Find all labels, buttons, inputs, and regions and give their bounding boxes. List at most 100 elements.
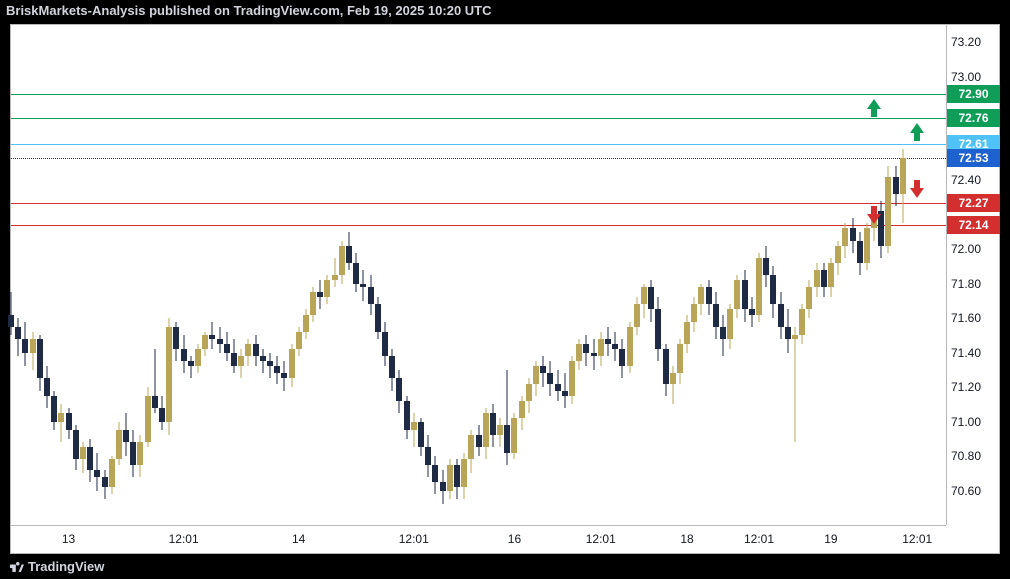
candlestick bbox=[519, 25, 525, 525]
candlestick bbox=[778, 25, 784, 525]
candlestick bbox=[648, 25, 654, 525]
candlestick bbox=[396, 25, 402, 525]
candlestick bbox=[375, 25, 381, 525]
y-tick-label: 71.20 bbox=[951, 380, 981, 394]
tradingview-attribution: TradingView bbox=[10, 559, 104, 574]
candlestick bbox=[8, 25, 14, 525]
candlestick bbox=[317, 25, 323, 525]
arrow-up-icon bbox=[910, 123, 924, 141]
candlestick bbox=[612, 25, 618, 525]
candlestick bbox=[274, 25, 280, 525]
candlestick bbox=[411, 25, 417, 525]
candlestick bbox=[188, 25, 194, 525]
y-tick-label: 71.00 bbox=[951, 415, 981, 429]
candlestick bbox=[476, 25, 482, 525]
candlestick bbox=[296, 25, 302, 525]
candlestick bbox=[490, 25, 496, 525]
candlestick bbox=[483, 25, 489, 525]
chart-header-text: BriskMarkets-Analysis published on Tradi… bbox=[6, 3, 492, 18]
candlestick bbox=[526, 25, 532, 525]
candlestick bbox=[51, 25, 57, 525]
candlestick bbox=[80, 25, 86, 525]
candlestick bbox=[44, 25, 50, 525]
candlestick bbox=[253, 25, 259, 525]
candlestick bbox=[130, 25, 136, 525]
x-axis[interactable]: 1312:011412:011612:011812:011912:01 bbox=[11, 525, 946, 554]
candlestick bbox=[447, 25, 453, 525]
candlestick bbox=[713, 25, 719, 525]
candlestick bbox=[109, 25, 115, 525]
x-tick-label: 12:01 bbox=[399, 532, 429, 546]
x-tick-label: 18 bbox=[680, 532, 693, 546]
candlestick bbox=[821, 25, 827, 525]
candlestick bbox=[231, 25, 237, 525]
candlestick bbox=[15, 25, 21, 525]
candlestick bbox=[73, 25, 79, 525]
candlestick bbox=[22, 25, 28, 525]
candlestick bbox=[605, 25, 611, 525]
x-tick-label: 16 bbox=[508, 532, 521, 546]
candlestick bbox=[641, 25, 647, 525]
candlestick bbox=[116, 25, 122, 525]
candlestick bbox=[857, 25, 863, 525]
candlestick bbox=[238, 25, 244, 525]
candlestick bbox=[152, 25, 158, 525]
candlestick bbox=[540, 25, 546, 525]
candlestick bbox=[404, 25, 410, 525]
chart-plot-area[interactable] bbox=[11, 25, 946, 525]
y-tick-label: 70.60 bbox=[951, 484, 981, 498]
candlestick bbox=[885, 25, 891, 525]
candlestick bbox=[368, 25, 374, 525]
candlestick bbox=[339, 25, 345, 525]
candlestick bbox=[627, 25, 633, 525]
y-axis[interactable]: 70.6070.8071.0071.2071.4071.6071.8072.00… bbox=[946, 25, 1000, 525]
price-badge: 72.27 bbox=[947, 194, 1000, 212]
candlestick bbox=[511, 25, 517, 525]
candlestick bbox=[850, 25, 856, 525]
candlestick bbox=[145, 25, 151, 525]
candlestick bbox=[799, 25, 805, 525]
candlestick bbox=[734, 25, 740, 525]
candlestick bbox=[432, 25, 438, 525]
candlestick bbox=[684, 25, 690, 525]
chart-frame[interactable]: 70.6070.8071.0071.2071.4071.6071.8072.00… bbox=[10, 24, 1000, 554]
candlestick bbox=[310, 25, 316, 525]
y-tick-label: 71.80 bbox=[951, 277, 981, 291]
candlestick bbox=[181, 25, 187, 525]
candlestick bbox=[900, 25, 906, 525]
candlestick bbox=[619, 25, 625, 525]
y-tick-label: 72.00 bbox=[951, 242, 981, 256]
candlestick bbox=[30, 25, 36, 525]
candlestick bbox=[749, 25, 755, 525]
x-tick-label: 13 bbox=[62, 532, 75, 546]
candlestick bbox=[562, 25, 568, 525]
candlestick bbox=[504, 25, 510, 525]
candlestick bbox=[123, 25, 129, 525]
candlestick bbox=[785, 25, 791, 525]
x-tick-label: 19 bbox=[824, 532, 837, 546]
candlestick bbox=[37, 25, 43, 525]
candlestick bbox=[691, 25, 697, 525]
candlestick bbox=[497, 25, 503, 525]
candlestick bbox=[842, 25, 848, 525]
candlestick bbox=[173, 25, 179, 525]
candlestick bbox=[389, 25, 395, 525]
candlestick bbox=[281, 25, 287, 525]
candlestick bbox=[698, 25, 704, 525]
candlestick bbox=[663, 25, 669, 525]
price-badge: 72.53 bbox=[947, 149, 1000, 167]
price-badge: 72.76 bbox=[947, 109, 1000, 127]
candlestick bbox=[440, 25, 446, 525]
candlestick bbox=[324, 25, 330, 525]
candlestick bbox=[217, 25, 223, 525]
candlestick bbox=[425, 25, 431, 525]
y-tick-label: 73.20 bbox=[951, 35, 981, 49]
candlestick bbox=[289, 25, 295, 525]
candlestick bbox=[547, 25, 553, 525]
candlestick bbox=[835, 25, 841, 525]
candlestick bbox=[706, 25, 712, 525]
candlestick bbox=[742, 25, 748, 525]
candlestick bbox=[583, 25, 589, 525]
arrow-up-icon bbox=[867, 99, 881, 117]
arrow-down-icon bbox=[910, 180, 924, 198]
